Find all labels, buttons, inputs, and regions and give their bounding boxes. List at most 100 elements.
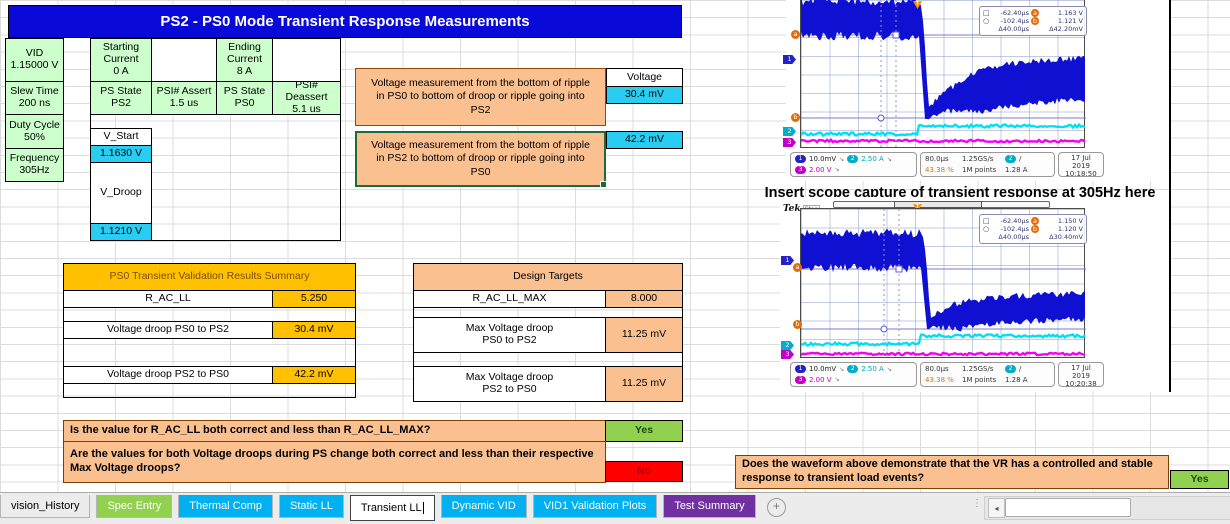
summary-droop2-value[interactable]: 42.2 mV bbox=[272, 366, 356, 384]
cursor-readout-top: □ -62.40µs a 1.163 V ○ -102.4µs b 1.121 V Δ40.… bbox=[979, 6, 1087, 36]
voltage-header-cell: Voltage bbox=[606, 68, 683, 87]
tab-dynamic-vid[interactable]: Dynamic VID bbox=[440, 495, 527, 518]
tab-transient-ll[interactable]: Transient LL bbox=[349, 495, 435, 521]
scope-bottom-waveform bbox=[801, 209, 1086, 359]
tab-spec-entry[interactable]: Spec Entry bbox=[96, 495, 173, 518]
blank-cell[interactable] bbox=[272, 38, 341, 82]
measurement-note-ps2-ps0[interactable]: Voltage measurement from the bottom of r… bbox=[355, 131, 607, 188]
ending-current-cell[interactable]: Ending Current 8 A bbox=[216, 38, 273, 82]
v-start-label-cell[interactable]: V_Start bbox=[90, 128, 152, 146]
summary-droop1-label: Voltage droop PS0 to PS2 bbox=[63, 321, 273, 339]
channel-settings-box: 1 10.0mV ↘ 2 2.50 A ↘ 3 2.00 V ↘ bbox=[790, 362, 917, 387]
scope-top-graticule bbox=[800, 0, 1086, 148]
answer-racll[interactable]: Yes bbox=[605, 420, 683, 442]
param-frequency[interactable]: Frequency 305Hz bbox=[5, 148, 64, 182]
slope-icon: ↘ bbox=[839, 365, 845, 373]
scope-bottom-graticule bbox=[800, 208, 1086, 359]
param-duty-cycle[interactable]: Duty Cycle 50% bbox=[5, 114, 64, 149]
ch1-marker-icon: 1 bbox=[781, 256, 794, 265]
blank-cell[interactable] bbox=[151, 38, 217, 82]
tab-vision-history[interactable]: vision_History bbox=[0, 495, 91, 518]
scope-top-waveform bbox=[801, 0, 1086, 148]
summary-table-header: PS0 Transient Validation Results Summary bbox=[63, 263, 356, 291]
v-droop-value-cell[interactable]: 1.1210 V bbox=[90, 223, 152, 241]
slope-icon: ↘ bbox=[839, 155, 845, 163]
sheet-tabs: vision_History Spec Entry Thermal Comp Stat… bbox=[0, 495, 756, 521]
timebase-box: 80.0µs 1.25GS/s 2/ 43.38 % 1M points 1.28 A bbox=[920, 152, 1055, 177]
ch2-marker-icon: 2 bbox=[783, 127, 796, 136]
tab-test-summary[interactable]: Test Summary bbox=[663, 495, 756, 518]
measurement-note-ps0-ps2: Voltage measurement from the bottom of r… bbox=[355, 68, 606, 126]
horizontal-position-bar bbox=[833, 201, 1050, 208]
cursor-b-marker: b bbox=[791, 113, 800, 122]
param-vid[interactable]: VID 1.15000 V bbox=[5, 38, 64, 82]
record-view-segment bbox=[894, 201, 982, 208]
targets-table-header: Design Targets bbox=[413, 263, 683, 291]
voltage-ps0-ps2-value[interactable]: 30.4 mV bbox=[606, 86, 683, 104]
scope-time: 10:20:38 bbox=[1065, 380, 1097, 388]
circle-cursor-icon: ○ bbox=[983, 17, 990, 25]
timestamp-box: 17 Jul 2019 10:18:50 bbox=[1058, 152, 1104, 178]
question-droops: Are the values for both Voltage droops d… bbox=[63, 441, 606, 483]
voltage-ps2-ps0-value[interactable]: 42.2 mV bbox=[606, 131, 683, 149]
psi-deassert-cell[interactable]: PSI# Deassert 5.1 us bbox=[272, 80, 341, 115]
summary-droop2-label: Voltage droop PS2 to PS0 bbox=[63, 366, 273, 384]
ch3-marker-icon: 3 bbox=[781, 350, 794, 359]
tab-vid1-validation-plots[interactable]: VID1 Validation Plots bbox=[532, 495, 658, 518]
scope-time: 10:18:50 bbox=[1065, 170, 1097, 178]
question-racll: Is the value for R_AC_LL both correct an… bbox=[63, 420, 606, 442]
slope-icon: ↘ bbox=[886, 365, 892, 373]
slope-icon: ↘ bbox=[834, 376, 840, 384]
summary-racll-label: R_AC_LL bbox=[63, 290, 273, 308]
cursor-a-marker: a bbox=[791, 30, 800, 39]
column-border-line bbox=[1169, 0, 1171, 392]
targets-droop2-value[interactable]: 11.25 mV bbox=[605, 366, 683, 402]
trigger-slope-icon: / bbox=[1019, 365, 1022, 374]
v-droop-label-cell[interactable]: V_Droop bbox=[90, 162, 152, 224]
param-slew-time[interactable]: Slew Time 200 ns bbox=[5, 81, 64, 115]
channel-settings-box: 1 10.0mV ↘ 2 2.50 A ↘ 3 2.00 V ↘ bbox=[790, 152, 917, 177]
slope-icon: ↘ bbox=[886, 155, 892, 163]
scope-bottom-statusbar: 1 10.0mV ↘ 2 2.50 A ↘ 3 2.00 V ↘ 80.0µs 1.25GS/s… bbox=[790, 362, 1104, 388]
ch1-marker-icon: 1 bbox=[783, 55, 796, 64]
timestamp-box: 17 Jul 2019 10:20:38 bbox=[1058, 362, 1104, 388]
ps-state-end-cell[interactable]: PS State PS0 bbox=[216, 81, 273, 115]
square-cursor-icon: □ bbox=[983, 9, 990, 17]
ps-state-start-cell[interactable]: PS State PS2 bbox=[90, 81, 152, 115]
ch2-marker-icon: 2 bbox=[781, 341, 794, 350]
param-vid-value: 1.15000 V bbox=[10, 59, 59, 71]
tab-static-ll[interactable]: Static LL bbox=[279, 495, 344, 518]
scroll-left-button[interactable]: ◂ bbox=[988, 498, 1005, 518]
tab-scroll-dots[interactable]: ⋮ bbox=[972, 498, 982, 509]
scope-top-statusbar: 1 10.0mV ↘ 2 2.50 A ↘ 3 2.00 V ↘ 80.0µs 1.25GS/s… bbox=[790, 152, 1104, 178]
selection-handle[interactable] bbox=[600, 181, 607, 188]
add-sheet-button[interactable]: + bbox=[767, 498, 786, 517]
slope-icon: ↘ bbox=[834, 166, 840, 174]
tab-thermal-comp[interactable]: Thermal Comp bbox=[178, 495, 274, 518]
targets-droop1-value[interactable]: 11.25 mV bbox=[605, 317, 683, 353]
summary-droop1-value[interactable]: 30.4 mV bbox=[272, 321, 356, 339]
starting-current-cell[interactable]: Starting Current 0 A bbox=[90, 38, 152, 82]
sheet-tab-bar: vision_History Spec Entry Thermal Comp Stat… bbox=[0, 492, 1230, 524]
targets-racllmax-label: R_AC_LL_MAX bbox=[413, 290, 606, 308]
param-vid-label: VID bbox=[25, 47, 44, 60]
targets-droop2-label: Max Voltage droop PS2 to PS0 bbox=[413, 366, 606, 402]
targets-racllmax-value[interactable]: 8.000 bbox=[605, 290, 683, 308]
answer-waveform[interactable]: Yes bbox=[1170, 470, 1229, 489]
horizontal-scrollbar-thumb[interactable] bbox=[1005, 498, 1131, 517]
timebase-box: 80.0µs 1.25GS/s 2/ 43.38 % 1M points 1.28 A bbox=[920, 362, 1055, 387]
square-cursor-icon: □ bbox=[983, 217, 990, 225]
scope-date: 17 Jul 2019 bbox=[1071, 364, 1091, 380]
trigger-marker-icon: T bbox=[913, 1, 922, 9]
cursor-readout-bottom: □ -62.40µs a 1.150 V ○ -102.4µs b 1.120 V Δ40.… bbox=[979, 214, 1087, 244]
cursor-a-marker: a bbox=[793, 263, 802, 272]
trigger-slope-icon: / bbox=[1019, 155, 1022, 164]
ch3-marker-icon: 3 bbox=[783, 138, 796, 147]
summary-racll-value[interactable]: 5.250 bbox=[272, 290, 356, 308]
circle-cursor-icon: ○ bbox=[983, 225, 990, 233]
v-start-value-cell[interactable]: 1.1630 V bbox=[90, 145, 152, 163]
answer-droops[interactable]: No bbox=[605, 461, 683, 482]
scope-date: 17 Jul 2019 bbox=[1071, 154, 1091, 170]
psi-assert-cell[interactable]: PSI# Assert 1.5 us bbox=[151, 81, 217, 115]
